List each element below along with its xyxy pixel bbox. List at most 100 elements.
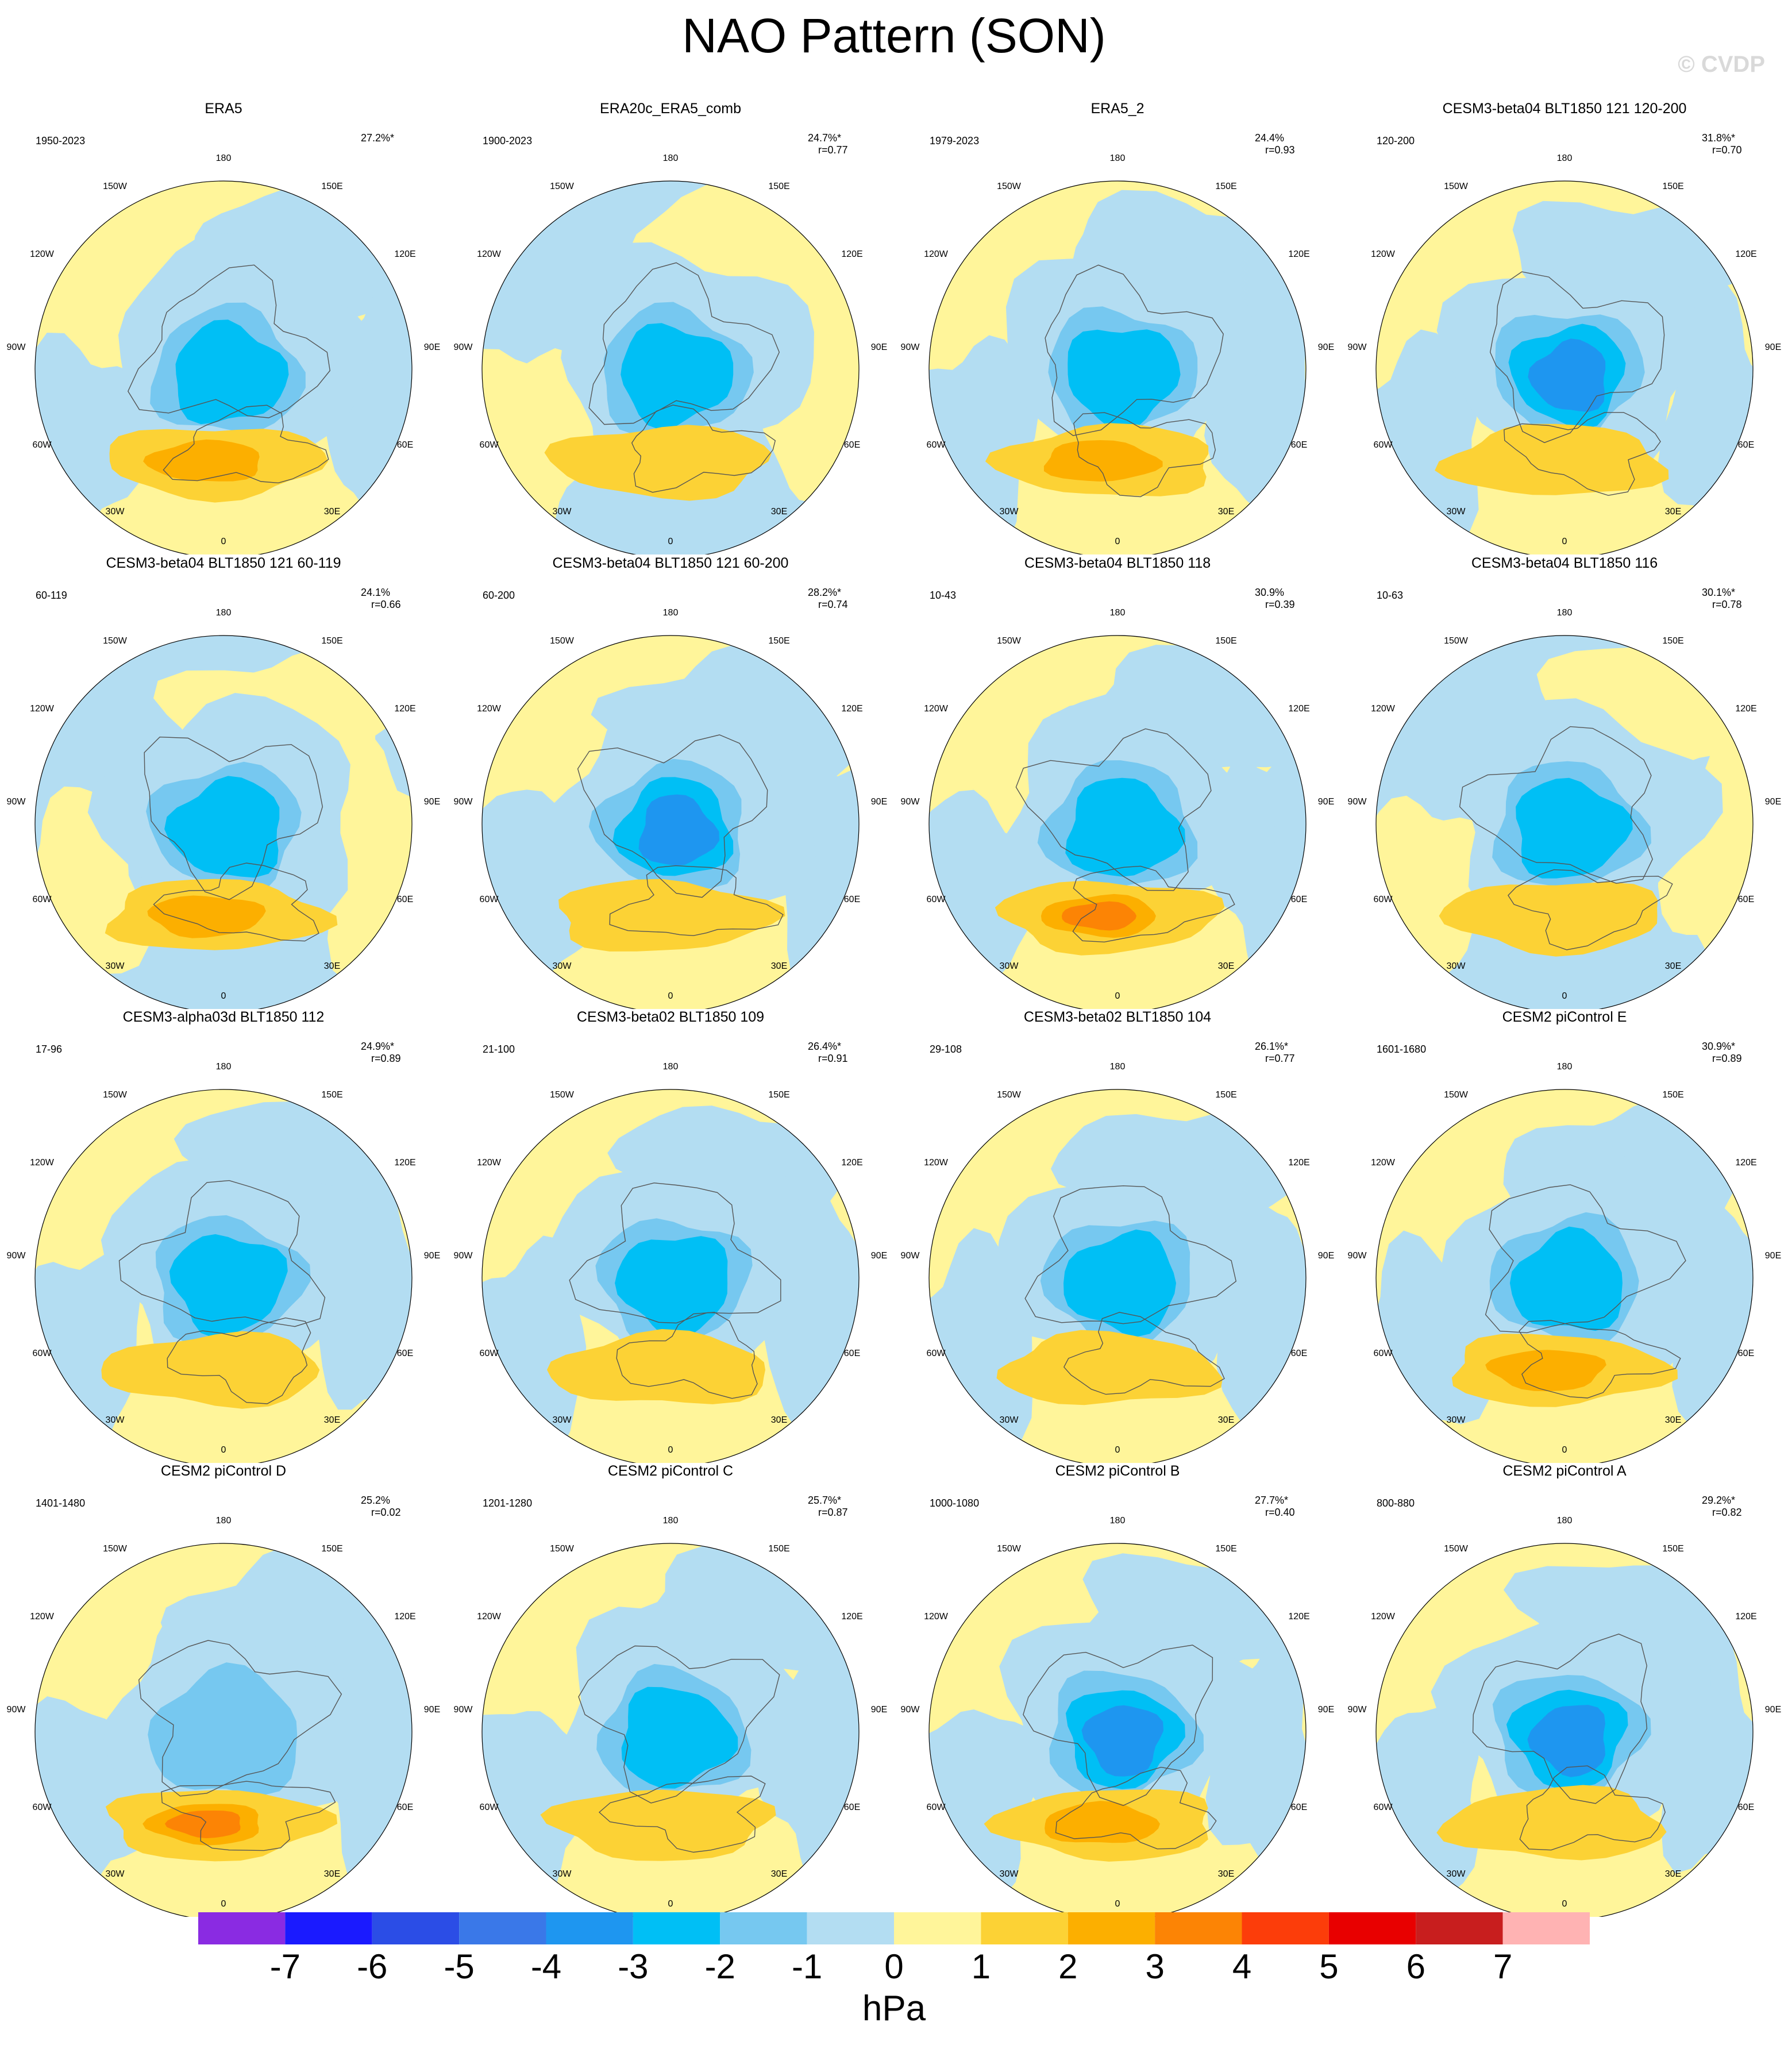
colorbar-swatch	[546, 1912, 633, 1944]
longitude-label: 30W	[105, 507, 125, 517]
longitude-label: 120E	[841, 1158, 863, 1168]
longitude-label: 0	[668, 991, 673, 1001]
longitude-label: 90E	[1317, 1251, 1335, 1261]
longitude-label: 90W	[453, 342, 473, 352]
longitude-label: 150E	[1662, 182, 1684, 191]
longitude-label: 60E	[843, 440, 861, 450]
longitude-label: 90W	[1347, 797, 1367, 807]
panel-title: ERA20c_ERA5_comb	[600, 101, 741, 117]
longitude-label: 90W	[900, 1705, 920, 1715]
longitude-label: 0	[1115, 991, 1120, 1001]
panel-period: 1601-1680	[1377, 1043, 1427, 1055]
longitude-label: 150E	[321, 182, 343, 191]
panel-title: CESM3-beta04 BLT1850 121 60-200	[552, 555, 789, 571]
colorbar-swatch	[372, 1912, 460, 1944]
longitude-label: 30E	[770, 1869, 788, 1879]
longitude-label: 30E	[323, 1415, 341, 1425]
panel-variance-explained: 31.8%*	[1702, 132, 1736, 144]
polar-map	[481, 635, 860, 1009]
longitude-label: 0	[221, 1445, 226, 1455]
panel-title: CESM2 piControl D	[160, 1463, 287, 1479]
panel-variance-explained: 26.1%*	[1255, 1041, 1289, 1052]
longitude-label: 60W	[1373, 440, 1393, 450]
longitude-label: 0	[221, 537, 226, 546]
panel-pattern-correlation: r=0.91	[818, 1053, 848, 1064]
longitude-label: 90E	[870, 797, 888, 807]
panel-pattern-correlation: r=0.77	[818, 144, 848, 156]
panel-pattern-correlation: r=0.40	[1265, 1507, 1295, 1518]
longitude-label: 120W	[30, 1612, 54, 1622]
polar-map	[34, 1089, 413, 1463]
longitude-label: 90E	[423, 1705, 441, 1715]
longitude-label: 90E	[870, 1705, 888, 1715]
longitude-label: 30E	[1664, 961, 1682, 971]
longitude-label: 120W	[924, 1612, 948, 1622]
polar-map	[928, 1089, 1307, 1463]
longitude-label: 30E	[323, 1869, 341, 1879]
panel-variance-explained: 29.2%*	[1702, 1495, 1736, 1506]
longitude-label: 30W	[105, 1869, 125, 1879]
longitude-label: 60E	[1737, 440, 1755, 450]
map-panel: ERA5 1950-2023 27.2%* 180 150E 120E 90E 60E 30E 0…	[0, 101, 447, 554]
polar-map	[1375, 180, 1754, 554]
longitude-label: 90E	[1317, 342, 1335, 352]
longitude-label: 150W	[103, 182, 127, 191]
polar-map	[928, 180, 1307, 554]
longitude-label: 120E	[1735, 249, 1757, 259]
colorbar-swatch	[459, 1912, 546, 1944]
panel-period: 800-880	[1377, 1497, 1415, 1509]
longitude-label: 90E	[1764, 342, 1782, 352]
longitude-label: 60W	[1373, 1349, 1393, 1358]
figure-title: NAO Pattern (SON)	[682, 9, 1106, 63]
panel-title: CESM3-beta04 BLT1850 118	[1024, 555, 1211, 571]
longitude-label: 90W	[6, 797, 26, 807]
longitude-label: 30W	[552, 961, 572, 971]
polar-map	[481, 180, 860, 554]
longitude-label: 30W	[105, 1415, 125, 1425]
colorbar-tick-label: 0	[884, 1947, 904, 1986]
longitude-label: 150E	[1215, 182, 1237, 191]
longitude-label: 150E	[768, 182, 790, 191]
panel-pattern-correlation: r=0.74	[818, 599, 848, 610]
colorbar-tick-label: -2	[704, 1947, 735, 1986]
longitude-label: 90E	[423, 797, 441, 807]
longitude-label: 150E	[321, 1544, 343, 1554]
colorbar-tick-label: 5	[1319, 1947, 1339, 1986]
map-panel: CESM3-beta02 BLT1850 109 21-100 26.4%* r=0.…	[447, 1009, 894, 1463]
colorbar-swatch	[285, 1912, 372, 1944]
longitude-label: 30E	[1664, 1415, 1682, 1425]
longitude-label: 30W	[999, 1415, 1019, 1425]
longitude-label: 180	[1556, 1062, 1573, 1072]
longitude-label: 30E	[323, 961, 341, 971]
map-panel: ERA20c_ERA5_comb 1900-2023 24.7%* r=0.77 180…	[447, 101, 894, 554]
longitude-label: 60E	[396, 1349, 414, 1358]
colorbar-tick-label: -1	[791, 1947, 823, 1986]
map-panel: ERA5_2 1979-2023 24.4% r=0.93 180 150E 120E 90E…	[894, 101, 1341, 554]
longitude-label: 90E	[423, 1251, 441, 1261]
panel-variance-explained: 27.2%*	[361, 132, 395, 144]
longitude-label: 0	[1562, 1899, 1567, 1909]
polar-map	[481, 1543, 860, 1917]
panel-variance-explained: 25.7%*	[808, 1495, 842, 1506]
longitude-label: 150W	[997, 636, 1021, 646]
longitude-label: 120E	[1288, 1612, 1310, 1622]
longitude-label: 120E	[394, 1158, 416, 1168]
longitude-label: 0	[1115, 537, 1120, 546]
panel-pattern-correlation: r=0.77	[1265, 1053, 1295, 1064]
longitude-label: 60W	[926, 895, 946, 904]
map-panel: CESM2 piControl E 1601-1680 30.9%* r=0.89 18…	[1341, 1009, 1788, 1463]
longitude-label: 60W	[479, 895, 499, 904]
longitude-label: 90W	[453, 797, 473, 807]
longitude-label: 150E	[1215, 1544, 1237, 1554]
panel-title: CESM3-beta04 BLT1850 116	[1471, 555, 1658, 571]
longitude-label: 150W	[1444, 636, 1468, 646]
colorbar-swatch	[198, 1912, 286, 1944]
colorbar-swatch	[1068, 1912, 1155, 1944]
longitude-label: 0	[1115, 1445, 1120, 1455]
polar-map	[34, 635, 413, 1009]
polar-map	[928, 635, 1307, 1009]
panel-pattern-correlation: r=0.87	[818, 1507, 848, 1518]
panel-variance-explained: 28.2%*	[808, 587, 842, 598]
longitude-label: 150E	[1215, 636, 1237, 646]
colorbar-tick-label: -5	[444, 1947, 475, 1986]
